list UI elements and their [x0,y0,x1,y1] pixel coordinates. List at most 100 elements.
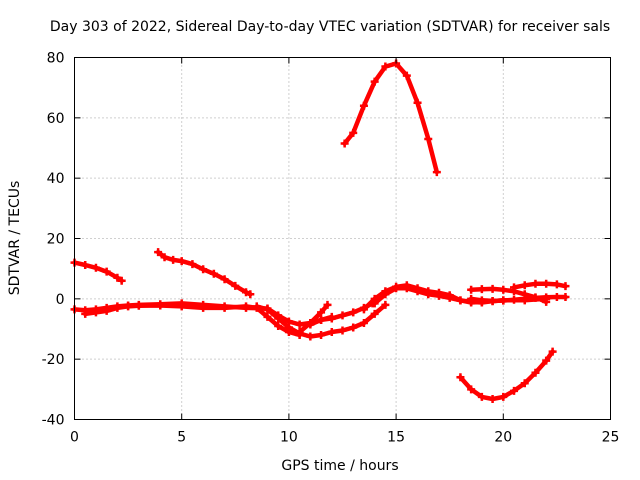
data-point [510,295,519,304]
data-point [154,248,163,257]
data-point [263,312,272,321]
data-point [531,293,540,302]
data-point [477,392,486,401]
x-tick-label: 0 [70,430,79,446]
data-point [520,281,529,290]
data-point [359,318,368,327]
y-tick-label: 20 [47,232,65,248]
data-point [542,356,551,365]
data-point [467,285,476,294]
data-point [349,323,358,332]
data-point [338,311,347,320]
data-point [274,314,283,323]
data-point [456,296,465,305]
series-arc-6 [295,300,332,337]
series-arc-1 [70,258,126,285]
data-point [424,290,433,299]
data-point [467,294,476,303]
data-point [252,302,261,311]
y-tick-label: -20 [42,352,65,368]
data-point [488,296,497,305]
series-arc-4 [81,301,304,340]
data-point [134,301,143,310]
series-line [458,349,555,402]
data-point [381,290,390,299]
data-point [113,303,122,312]
y-tick-label: 40 [47,171,65,187]
x-tick-label: 15 [387,430,405,446]
x-tick-label: 25 [602,430,620,446]
series-arc-12 [510,279,570,292]
data-point [349,128,358,137]
data-point [456,373,465,382]
data-point [188,260,197,269]
data-point [117,276,126,285]
y-tick-label: -40 [42,413,65,429]
data-point [413,287,422,296]
x-tick-label: 20 [494,430,512,446]
data-point [359,101,368,110]
data-point [220,303,229,312]
data-point [402,284,411,293]
data-point [169,255,178,264]
data-point [199,303,208,312]
data-point [488,394,497,403]
data-point [561,282,570,291]
data-point [246,290,255,299]
data-point [531,368,540,377]
y-tick-label: 0 [56,292,65,308]
data-point [102,267,111,276]
data-point [242,288,251,297]
data-point [424,134,433,143]
data-point [317,315,326,324]
data-point [199,265,208,274]
series-arc-2 [154,248,255,299]
data-point [81,309,90,318]
data-point [295,328,304,337]
data-point [209,269,218,278]
data-point [531,279,540,288]
data-point [177,302,186,311]
data-point [370,309,379,318]
data-point [317,331,326,340]
data-point [542,293,551,302]
data-point [548,347,557,356]
data-point [445,293,454,302]
data-point [359,305,368,314]
series-arc-14 [456,347,557,403]
data-point [327,314,336,323]
data-point [263,305,272,314]
data-point [552,280,561,289]
data-point [434,291,443,300]
data-point [499,285,508,294]
grid [74,57,611,420]
data-point [113,273,122,282]
data-point [510,283,519,292]
data-point [477,285,486,294]
data-point [370,299,379,308]
data-point [242,302,251,311]
data-point [520,294,529,303]
data-point [432,168,441,177]
data-point [124,302,133,311]
series-arc-5 [252,300,390,341]
data-point [499,392,508,401]
data-point [231,281,240,290]
data-point [156,301,165,310]
data-point [306,320,315,329]
chart-title: Day 303 of 2022, Sidereal Day-to-day VTE… [50,19,610,35]
data-point [349,308,358,317]
data-point [392,284,401,293]
data-point [413,98,422,107]
x-axis-label: GPS time / hours [281,458,398,474]
data-point [306,332,315,341]
data-point [467,385,476,394]
data-point [177,257,186,266]
data-point [338,326,347,335]
data-point [499,296,508,305]
data-point [220,275,229,284]
data-point [402,71,411,80]
data-point [160,253,169,262]
data-point [274,321,283,330]
data-point [284,323,293,332]
